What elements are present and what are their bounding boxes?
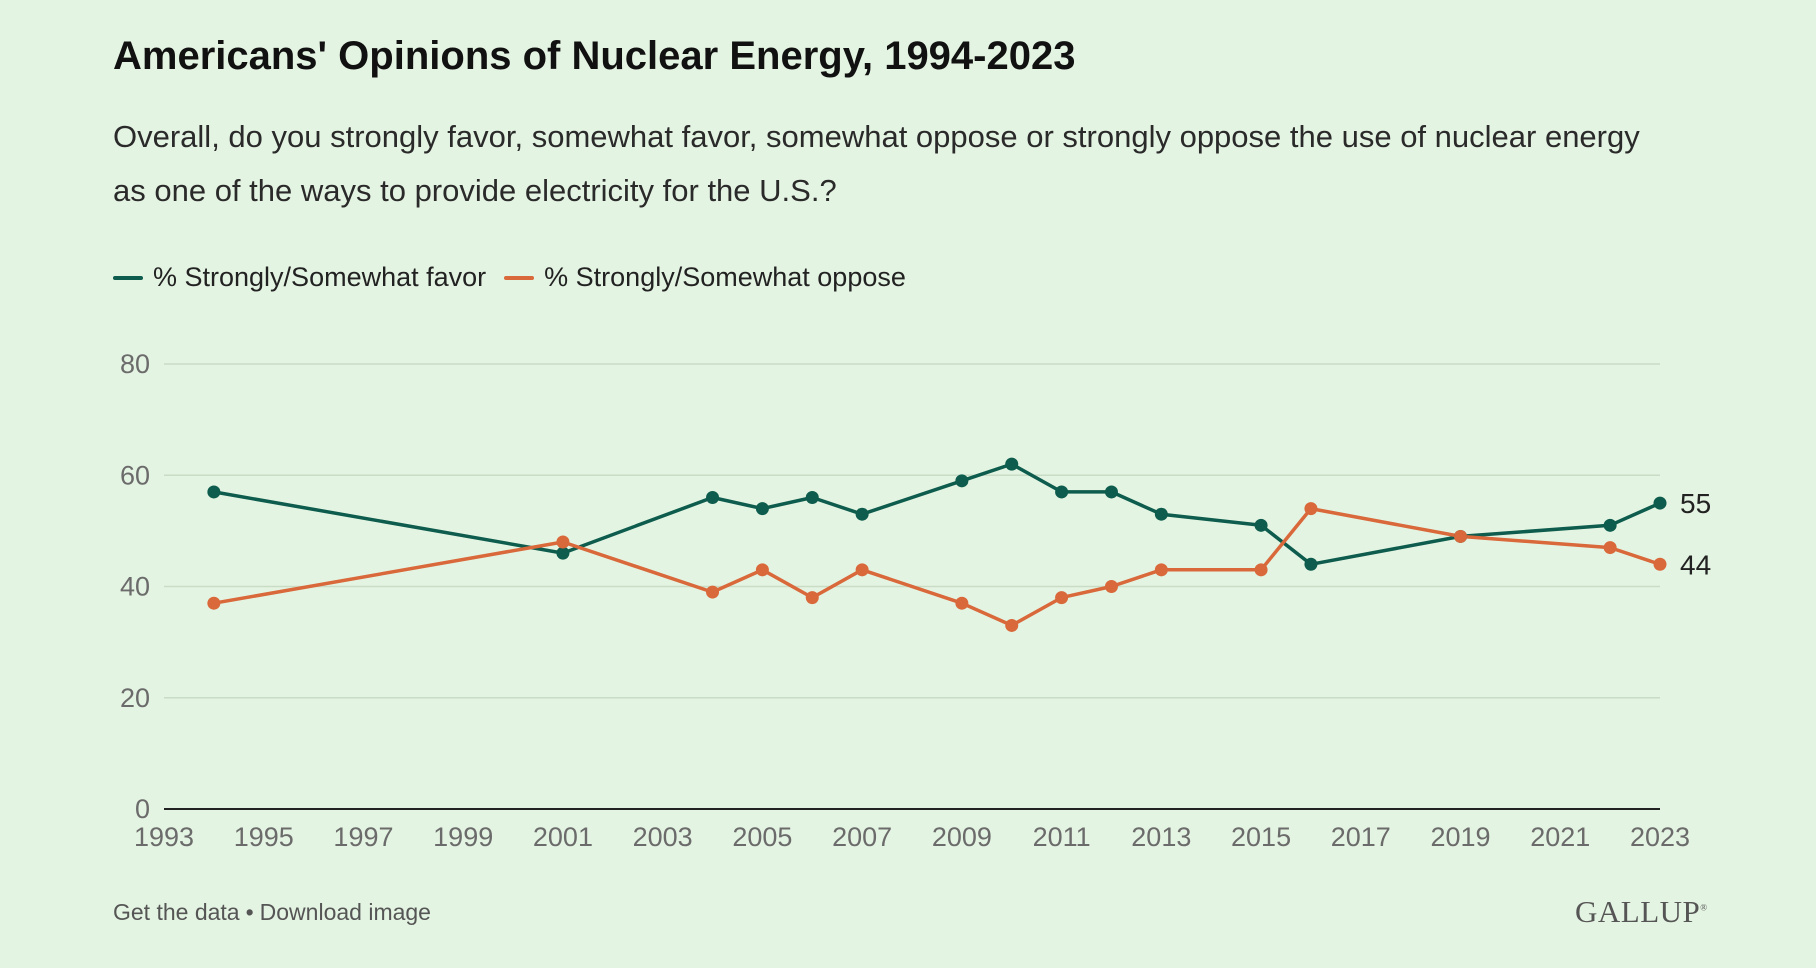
data-point-favor xyxy=(855,507,869,521)
x-tick-label: 2017 xyxy=(1331,822,1391,852)
x-tick-label: 2021 xyxy=(1530,822,1590,852)
end-label-favor: 55 xyxy=(1680,488,1711,519)
data-point-oppose xyxy=(1254,563,1268,577)
y-tick-label: 80 xyxy=(120,349,150,379)
data-point-oppose xyxy=(1653,557,1667,571)
data-point-oppose xyxy=(805,591,819,605)
data-point-oppose xyxy=(1154,563,1168,577)
data-point-oppose xyxy=(207,596,221,610)
chart-footer: Get the data • Download image xyxy=(113,899,431,926)
data-point-oppose xyxy=(1454,529,1468,543)
data-point-favor xyxy=(207,485,221,499)
data-point-oppose xyxy=(706,585,720,599)
chart-legend: % Strongly/Somewhat favor % Strongly/Som… xyxy=(113,262,924,293)
x-tick-label: 1997 xyxy=(333,822,393,852)
x-tick-label: 2019 xyxy=(1430,822,1490,852)
legend-item-favor: % Strongly/Somewhat favor xyxy=(113,262,486,293)
data-point-favor xyxy=(1154,507,1168,521)
data-point-oppose xyxy=(1603,541,1617,555)
data-point-favor xyxy=(1304,557,1318,571)
data-point-favor xyxy=(1653,496,1667,510)
data-point-favor xyxy=(1603,518,1617,532)
y-tick-label: 0 xyxy=(135,794,150,824)
data-point-favor xyxy=(556,546,570,560)
data-point-oppose xyxy=(755,563,769,577)
data-point-favor xyxy=(1055,485,1069,499)
chart-subtitle: Overall, do you strongly favor, somewhat… xyxy=(113,119,1640,208)
data-point-oppose xyxy=(556,535,570,549)
data-point-favor xyxy=(706,491,720,504)
x-tick-label: 2015 xyxy=(1231,822,1291,852)
data-point-oppose xyxy=(855,563,869,577)
x-tick-label: 2013 xyxy=(1131,822,1191,852)
x-tick-label: 2003 xyxy=(633,822,693,852)
data-point-oppose xyxy=(955,596,969,610)
x-tick-label: 2009 xyxy=(932,822,992,852)
x-tick-label: 2023 xyxy=(1630,822,1690,852)
logo-text: GALLUP xyxy=(1575,894,1701,929)
y-tick-label: 20 xyxy=(120,683,150,713)
end-label-oppose: 44 xyxy=(1680,549,1711,580)
series-line-favor xyxy=(212,462,1662,567)
data-point-favor xyxy=(955,474,969,488)
gallup-logo: GALLUP® xyxy=(1575,894,1708,930)
get-data-link[interactable]: Get the data xyxy=(113,899,240,925)
data-point-favor xyxy=(805,491,819,504)
legend-label-favor: % Strongly/Somewhat favor xyxy=(153,262,487,292)
series-line-oppose xyxy=(212,506,1662,628)
legend-swatch-favor xyxy=(113,275,143,280)
x-tick-label: 2011 xyxy=(1033,822,1091,852)
logo-trademark: ® xyxy=(1700,902,1708,913)
x-tick-label: 1999 xyxy=(433,822,493,852)
data-point-oppose xyxy=(1304,502,1318,516)
data-point-favor xyxy=(1104,485,1118,499)
data-point-oppose xyxy=(1005,618,1019,632)
x-tick-label: 2007 xyxy=(832,822,892,852)
x-tick-label: 1995 xyxy=(234,822,294,852)
y-tick-label: 40 xyxy=(120,572,150,602)
y-tick-label: 60 xyxy=(120,460,150,490)
download-image-link[interactable]: Download image xyxy=(259,899,431,925)
chart-title: Americans' Opinions of Nuclear Energy, 1… xyxy=(113,34,1076,78)
legend-swatch-oppose xyxy=(504,275,535,280)
x-tick-label: 2001 xyxy=(533,822,593,852)
data-point-oppose xyxy=(1104,580,1118,593)
data-point-oppose xyxy=(1055,591,1069,605)
x-tick-label: 2005 xyxy=(732,822,792,852)
legend-label-oppose: % Strongly/Somewhat oppose xyxy=(544,262,906,292)
data-point-favor xyxy=(1254,518,1268,532)
data-point-favor xyxy=(1005,457,1019,471)
legend-item-oppose: % Strongly/Somewhat oppose xyxy=(504,262,906,293)
data-point-favor xyxy=(755,502,769,516)
x-tick-label: 1993 xyxy=(134,822,194,852)
footer-separator: • xyxy=(245,899,254,925)
